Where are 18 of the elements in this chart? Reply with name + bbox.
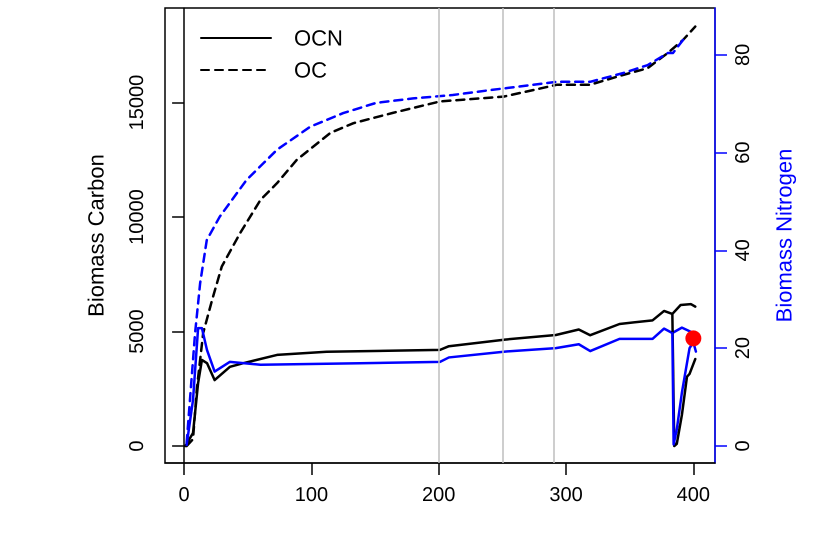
- x-tick-label: 100: [294, 484, 328, 506]
- y-tick-label: 15000: [126, 74, 148, 130]
- y-tick-label: 5000: [126, 309, 148, 354]
- legend-label: OC: [294, 58, 328, 82]
- y-tick-label: 0: [126, 440, 148, 452]
- y2-tick-label: 0: [732, 440, 754, 452]
- y2-tick-label: 80: [732, 44, 754, 66]
- y2-tick-label: 20: [732, 337, 754, 360]
- y2-axis-title: Biomass Nitrogen: [772, 148, 796, 322]
- x-tick-label: 200: [422, 484, 456, 506]
- x-tick-label: 0: [178, 484, 190, 506]
- y2-tick-label: 60: [732, 142, 754, 164]
- y2-tick-label: 40: [732, 239, 754, 262]
- x-tick-label: 400: [676, 484, 710, 506]
- y-tick-label: 10000: [126, 189, 148, 245]
- legend-label: OCN: [294, 26, 343, 50]
- x-tick-label: 300: [549, 484, 583, 506]
- y-axis-title: Biomass Carbon: [84, 154, 108, 317]
